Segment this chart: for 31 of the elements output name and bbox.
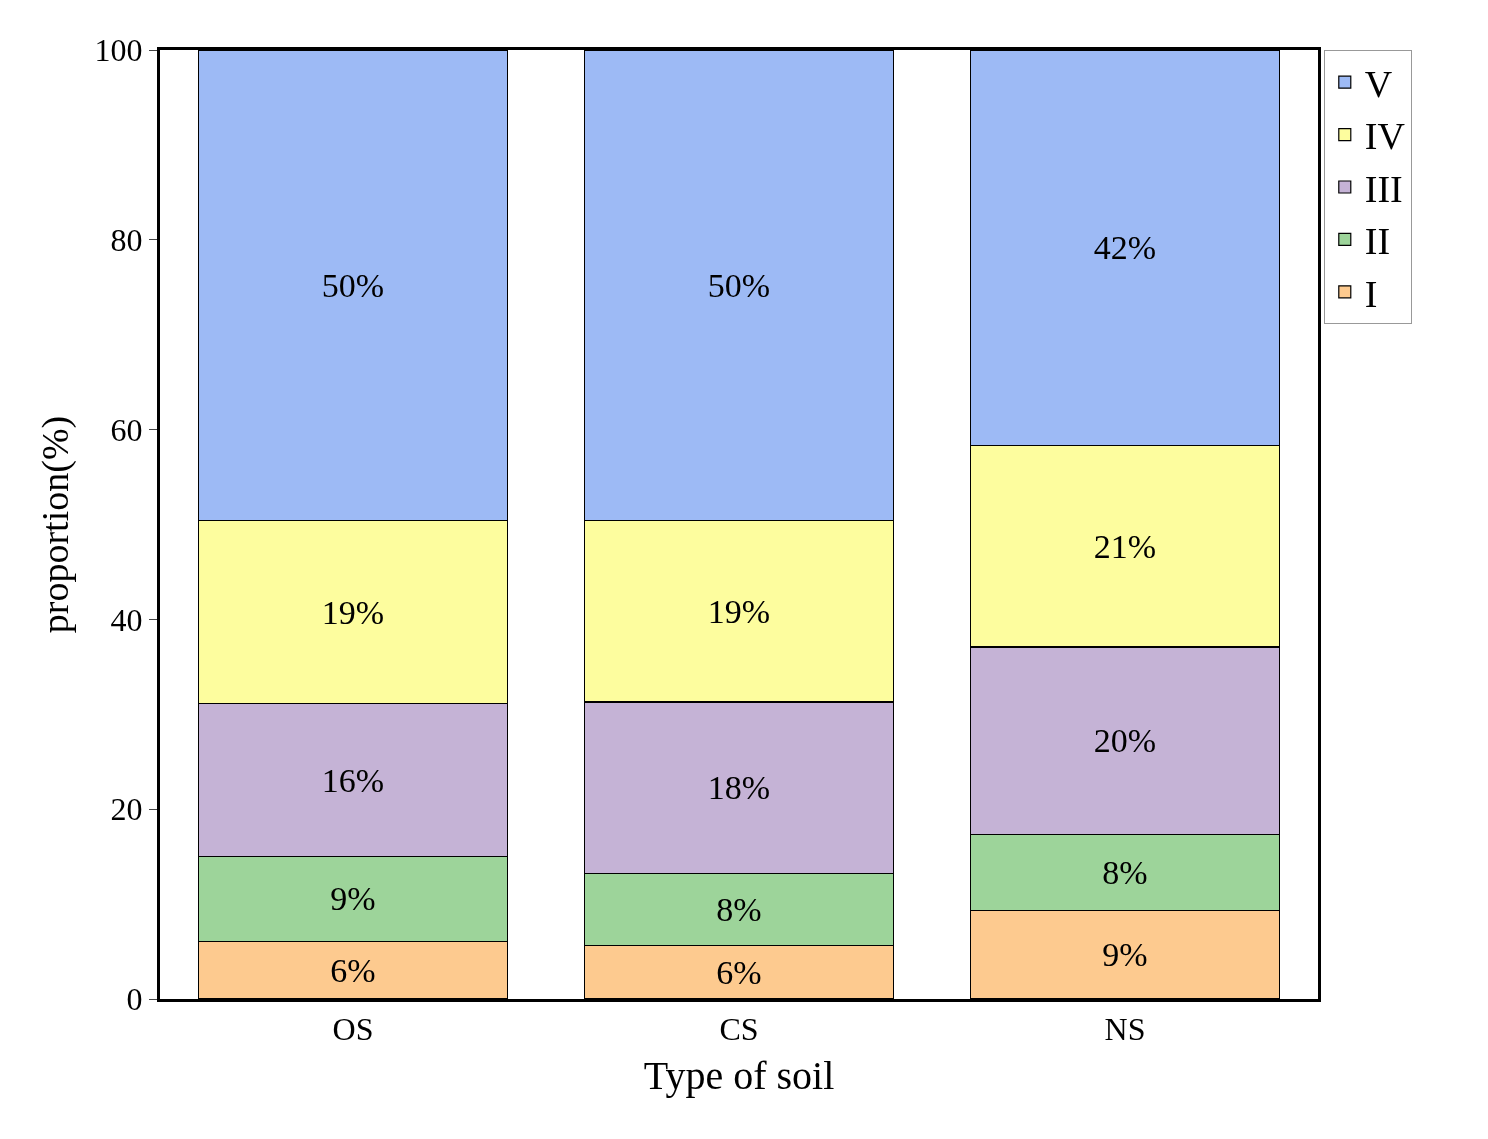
data-label: 20% xyxy=(1093,722,1157,760)
y-axis-title: proportion(%) xyxy=(33,415,77,634)
legend-label: I xyxy=(1364,272,1378,315)
legend-label: V xyxy=(1364,63,1393,106)
y-tick-label: 0 xyxy=(126,981,143,1018)
data-label: 50% xyxy=(321,266,385,304)
legend-label: III xyxy=(1364,167,1403,210)
data-label: 6% xyxy=(716,953,762,991)
x-tick-label: NS xyxy=(1104,1011,1146,1048)
data-label: 21% xyxy=(1093,527,1157,565)
data-label: 18% xyxy=(707,769,771,807)
data-label: 8% xyxy=(1102,854,1148,892)
data-label: 16% xyxy=(321,761,385,799)
y-tick-label: 80 xyxy=(110,222,143,258)
data-label: 42% xyxy=(1093,229,1157,267)
data-label: 19% xyxy=(707,592,771,630)
data-label: 19% xyxy=(321,593,385,631)
legend-label: II xyxy=(1364,220,1391,263)
legend-label: IV xyxy=(1364,115,1406,158)
y-tick-label: 100 xyxy=(94,32,143,69)
y-tick-label: 60 xyxy=(110,411,143,448)
x-tick-label: OS xyxy=(332,1011,374,1048)
x-axis-title: Type of soil xyxy=(643,1052,835,1098)
x-tick-label: CS xyxy=(719,1011,759,1048)
y-tick-label: 20 xyxy=(110,791,143,828)
data-label: 6% xyxy=(330,951,376,989)
data-label: 50% xyxy=(707,266,771,304)
data-label: 9% xyxy=(1102,936,1148,974)
data-label: 9% xyxy=(330,880,376,918)
data-label: 8% xyxy=(716,891,762,929)
y-tick-label: 40 xyxy=(110,601,143,638)
